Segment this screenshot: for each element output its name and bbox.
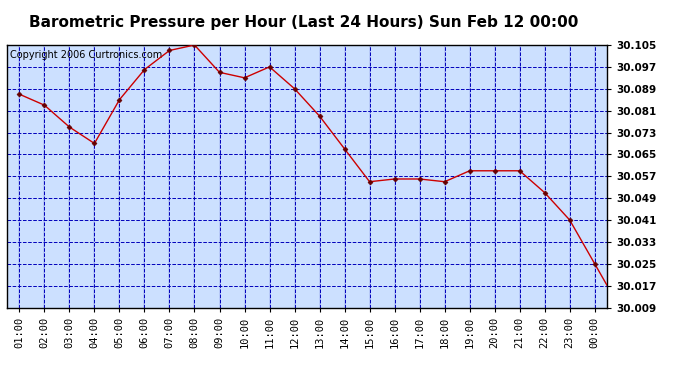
Text: Copyright 2006 Curtronics.com: Copyright 2006 Curtronics.com <box>10 50 162 60</box>
Text: Barometric Pressure per Hour (Last 24 Hours) Sun Feb 12 00:00: Barometric Pressure per Hour (Last 24 Ho… <box>29 15 578 30</box>
